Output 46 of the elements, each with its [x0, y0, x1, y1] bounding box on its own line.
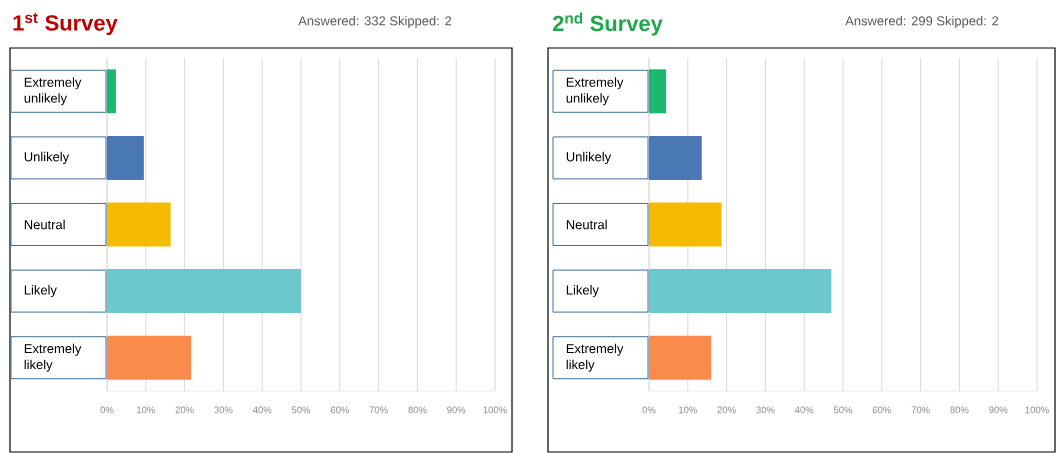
y-tick-label: Neutral — [24, 219, 65, 230]
y-tick-label: Extremely likely — [24, 343, 82, 372]
y-tick-label: Extremely likely — [566, 343, 624, 372]
bar — [649, 135, 702, 180]
y-tick-label: Likely — [24, 285, 57, 298]
x-tick-label: 20% — [717, 406, 736, 414]
bar — [107, 269, 301, 314]
chart-title: 1$^{st}$ Survey — [13, 12, 118, 36]
x-tick-label: 90% — [989, 406, 1008, 414]
bar — [649, 335, 712, 380]
x-tick-label: 70% — [911, 406, 930, 414]
x-tick-label: 0% — [100, 406, 114, 414]
bar — [107, 135, 144, 180]
x-tick-label: 70% — [369, 406, 388, 414]
y-tick-label: Likely — [566, 285, 599, 298]
x-tick-label: 50% — [291, 406, 311, 414]
bar — [649, 269, 832, 314]
bar — [107, 69, 116, 114]
y-tick-label: Neutral — [566, 219, 607, 230]
x-tick-label: 100% — [483, 406, 507, 414]
y-tick-label: Extremely unlikely — [24, 77, 82, 106]
x-tick-label: 80% — [950, 406, 969, 414]
bar — [649, 69, 667, 114]
x-tick-label: 60% — [330, 406, 349, 414]
y-tick-label: Unlikely — [566, 151, 612, 164]
x-tick-label: 10% — [137, 406, 155, 414]
y-tick-label: Unlikely — [24, 151, 70, 164]
bar — [107, 202, 171, 247]
x-tick-label: 40% — [252, 406, 272, 414]
x-tick-label: 0% — [642, 406, 656, 414]
x-tick-label: 40% — [794, 406, 814, 414]
x-tick-label: 30% — [214, 406, 233, 414]
chart-subtitle: Answered: 332 Skipped: 2 — [298, 15, 452, 29]
x-tick-label: 30% — [756, 406, 775, 414]
x-tick-label: 90% — [447, 406, 466, 414]
x-tick-label: 20% — [175, 406, 194, 414]
bar — [649, 202, 722, 247]
x-tick-label: 50% — [833, 406, 853, 414]
bar — [107, 335, 192, 380]
x-tick-label: 100% — [1025, 406, 1049, 414]
x-tick-label: 80% — [408, 406, 427, 414]
chart-subtitle: Answered: 299 Skipped: 2 — [845, 15, 999, 29]
x-tick-label: 10% — [679, 406, 697, 414]
y-tick-label: Extremely unlikely — [566, 77, 624, 106]
x-tick-label: 60% — [872, 406, 891, 414]
chart-title: 2$^{nd}$ Survey — [552, 12, 663, 36]
